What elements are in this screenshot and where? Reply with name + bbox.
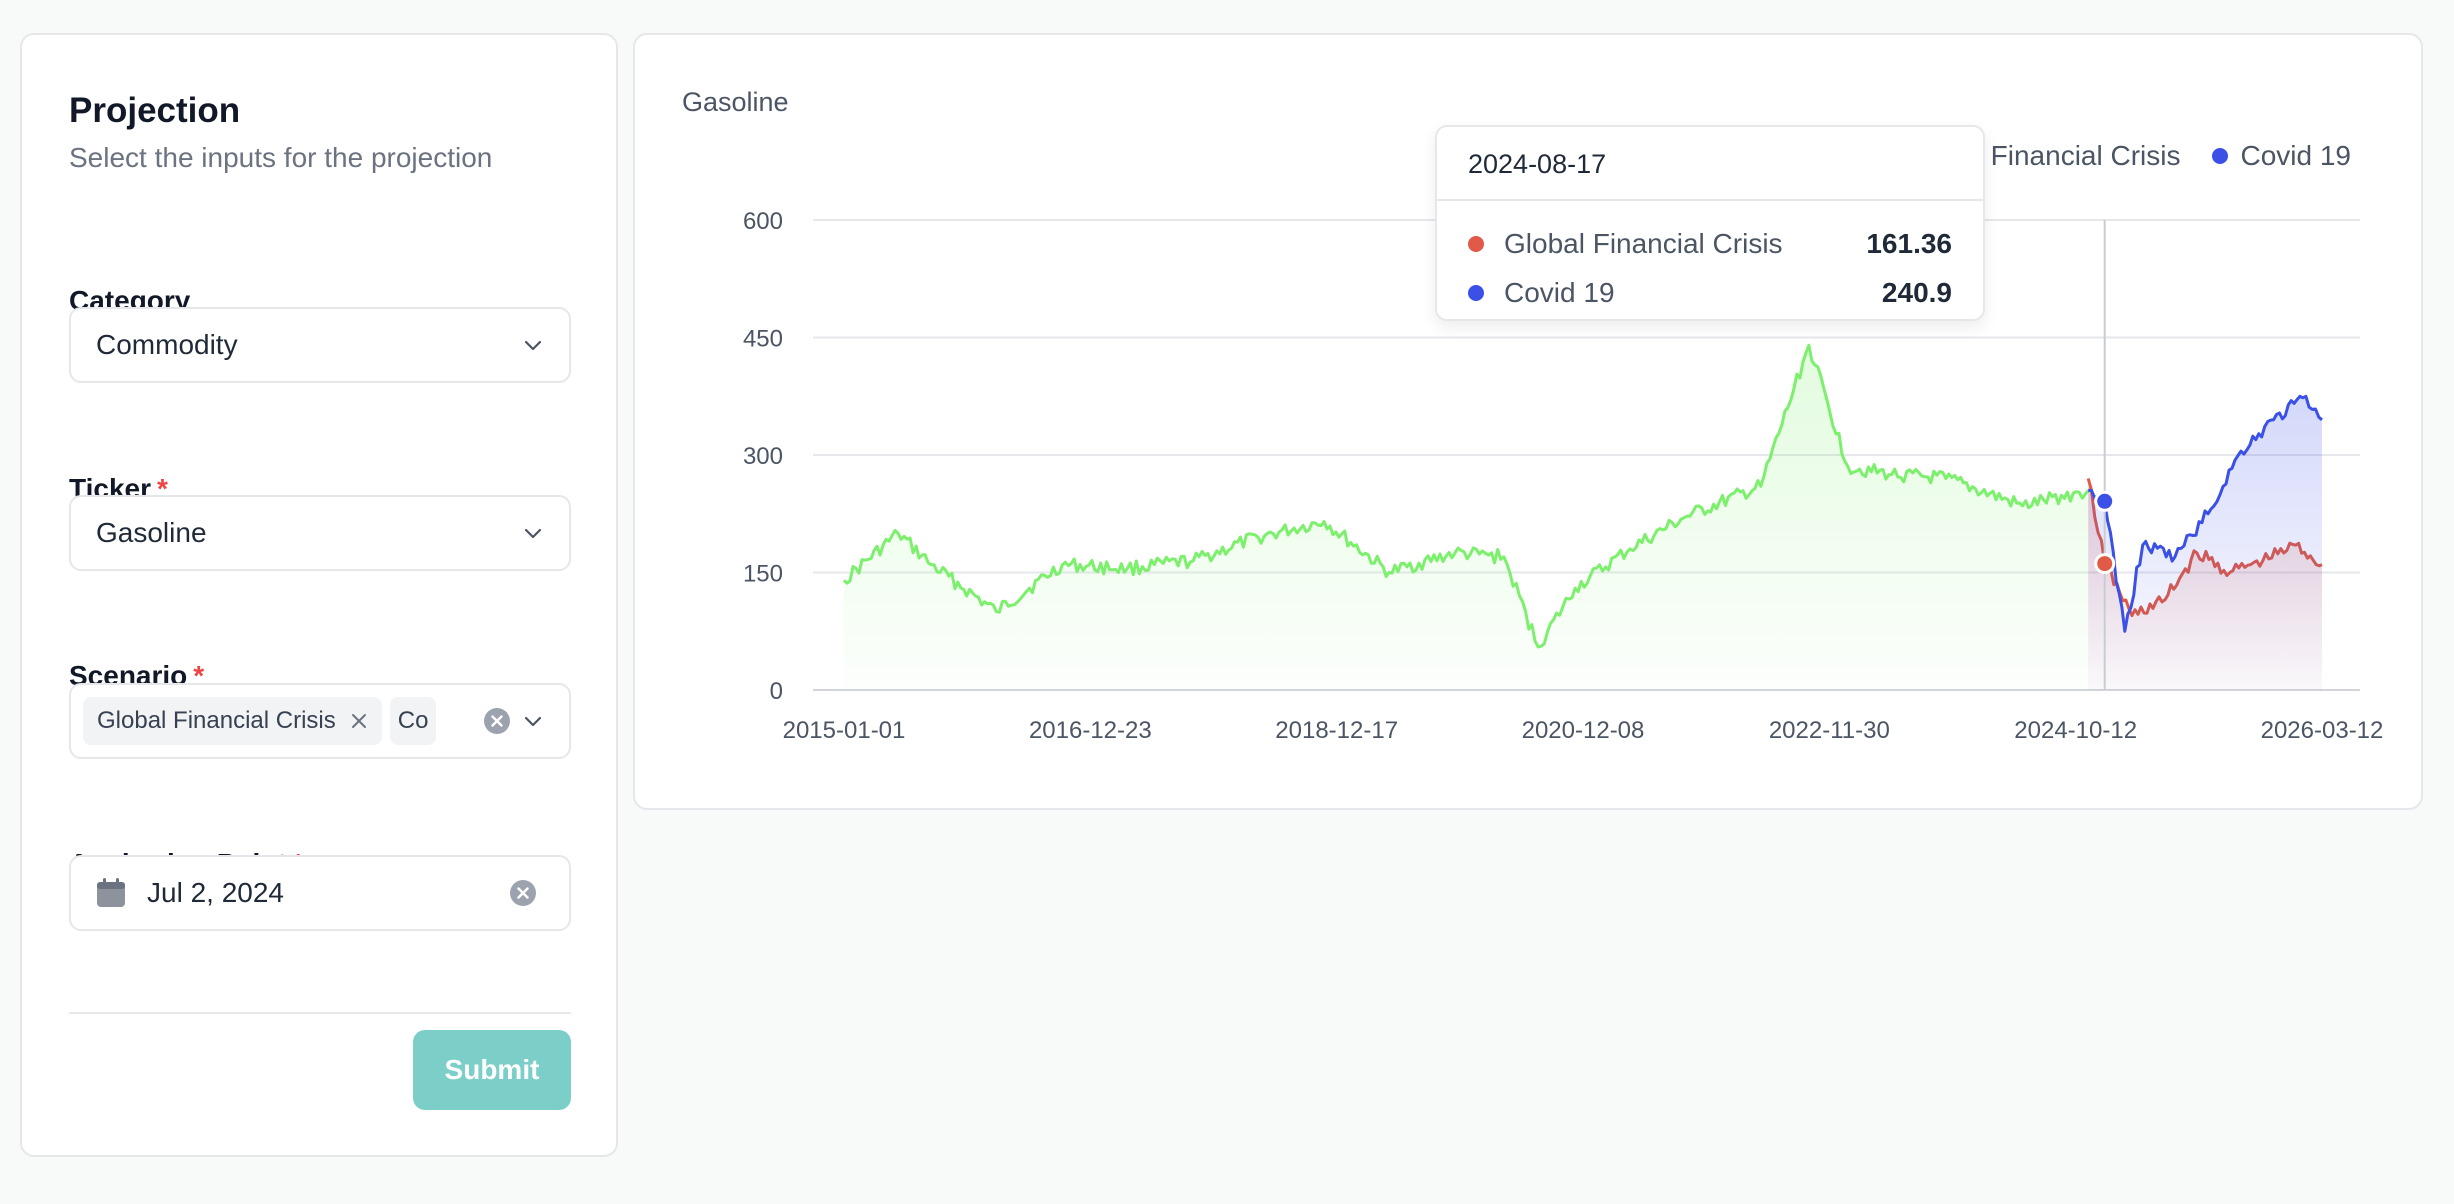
chart-card: Gasoline 600 450 300 150 0 2015-01-01 2016-12-… — [633, 33, 2423, 810]
chevron-down-icon — [524, 716, 542, 727]
y-tick-label: 450 — [743, 326, 783, 353]
x-tick-label: 2020-12-08 — [1522, 717, 1645, 744]
y-tick-label: 0 — [770, 678, 783, 705]
submit-button[interactable]: Submit — [413, 1030, 571, 1110]
tooltip-dot — [1468, 236, 1484, 252]
series-area-2 — [2088, 396, 2322, 690]
x-tick-label: 2016-12-23 — [1029, 717, 1152, 744]
form-title: Projection — [69, 91, 241, 130]
y-tick-label: 300 — [743, 443, 783, 470]
series-line-0 — [842, 343, 2090, 649]
tooltip-row: Covid 19 240.9 — [1468, 275, 1952, 311]
hover-point — [2094, 553, 2116, 575]
tooltip-date: 2024-08-17 — [1468, 149, 1607, 179]
tooltip-value: 240.9 — [1881, 277, 1952, 308]
chart-title: Gasoline — [682, 87, 789, 117]
tooltip-row: Global Financial Crisis 161.36 — [1468, 226, 1952, 262]
chart-tooltip: 2024-08-17 Global Financial Crisis 161.3… — [1435, 125, 1985, 321]
form-divider — [69, 1012, 571, 1014]
close-icon[interactable] — [350, 712, 368, 730]
scenario-pill: Global Financial Crisis — [83, 697, 382, 745]
scenario-pill: Co — [389, 697, 436, 745]
category-value: Commodity — [96, 329, 238, 360]
tooltip-divider — [1437, 199, 1983, 201]
ticker-value: Gasoline — [96, 517, 207, 548]
x-tick-label: 2018-12-17 — [1275, 717, 1398, 744]
series-area-0 — [844, 345, 2089, 690]
scenario-multiselect[interactable]: Global Financial Crisis Co — [69, 683, 571, 759]
chevron-down-icon — [524, 340, 542, 351]
legend-label: Covid 19 — [2240, 140, 2351, 171]
hover-point — [2094, 490, 2116, 512]
series-line-2 — [2088, 394, 2323, 633]
anchoring-date-value: Jul 2, 2024 — [147, 877, 284, 908]
chevron-down-icon — [524, 528, 542, 539]
x-tick-label: 2022-11-30 — [1769, 717, 1890, 744]
clear-circle-icon[interactable] — [509, 879, 537, 907]
x-tick-label: 2026-03-12 — [2261, 717, 2384, 744]
legend-dot — [2212, 148, 2229, 164]
tooltip-value: 161.36 — [1866, 228, 1952, 259]
tooltip-series-name: Global Financial Crisis — [1504, 228, 1783, 259]
projection-form-card: Projection Select the inputs for the pro… — [20, 33, 618, 1157]
ticker-select[interactable]: Gasoline — [69, 495, 571, 571]
tooltip-dot — [1468, 285, 1484, 301]
calendar-icon — [97, 878, 125, 907]
x-tick-label: 2015-01-01 — [783, 717, 906, 744]
y-tick-label: 150 — [743, 561, 783, 588]
y-tick-label: 600 — [743, 208, 783, 235]
category-select[interactable]: Commodity — [69, 307, 571, 383]
clear-circle-icon[interactable] — [483, 707, 511, 735]
anchoring-date-input[interactable]: Jul 2, 2024 — [69, 855, 571, 931]
form-subtitle: Select the inputs for the projection — [69, 142, 493, 173]
tooltip-series-name: Covid 19 — [1504, 277, 1615, 308]
legend-item-covid[interactable]: Covid 19 — [2212, 140, 2351, 172]
x-tick-label: 2024-10-12 — [2014, 717, 2137, 744]
